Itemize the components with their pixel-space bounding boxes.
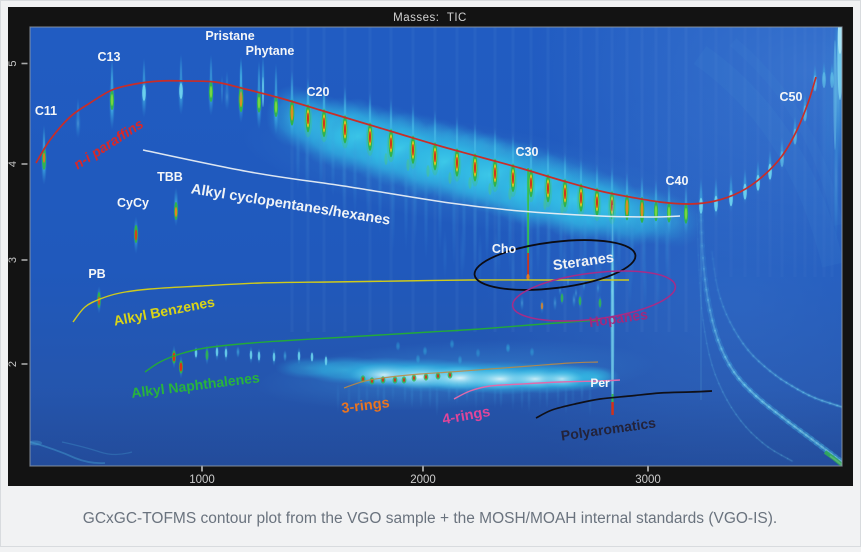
svg-text:3000: 3000 <box>635 474 661 486</box>
svg-text:C13: C13 <box>98 50 121 64</box>
svg-text:GCxGC-TOFMS contour plot from: GCxGC-TOFMS contour plot from the VGO sa… <box>83 510 777 527</box>
svg-text:C11: C11 <box>35 104 57 118</box>
svg-text:3: 3 <box>7 257 19 263</box>
svg-text:2: 2 <box>7 361 19 367</box>
svg-text:2000: 2000 <box>410 474 436 486</box>
svg-text:4: 4 <box>7 161 19 167</box>
svg-text:C50: C50 <box>780 90 803 104</box>
svg-text:CyCy: CyCy <box>117 196 149 210</box>
svg-text:Masses: TIC: Masses: TIC <box>393 12 467 24</box>
svg-text:Phytane: Phytane <box>246 44 295 58</box>
svg-text:PB: PB <box>88 267 105 281</box>
svg-text:C20: C20 <box>307 85 330 99</box>
svg-text:5: 5 <box>7 60 19 66</box>
svg-text:C40: C40 <box>666 174 689 188</box>
svg-text:Per: Per <box>590 376 610 390</box>
svg-text:Pristane: Pristane <box>205 29 254 43</box>
svg-text:1000: 1000 <box>189 474 215 486</box>
svg-text:C30: C30 <box>516 145 539 159</box>
svg-text:TBB: TBB <box>157 170 183 184</box>
svg-text:Cho: Cho <box>492 242 517 256</box>
